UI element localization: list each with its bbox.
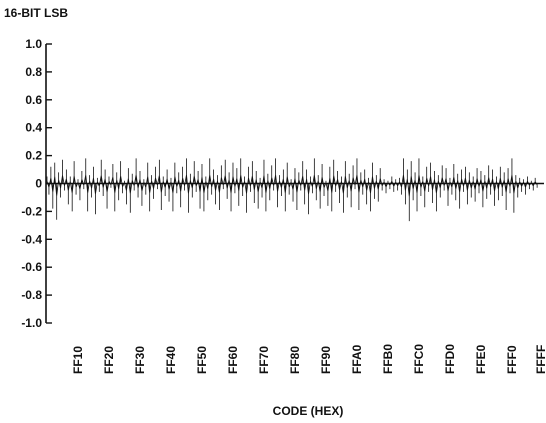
x-tick-label: FFF0 (505, 345, 519, 374)
y-tick-label: 0.2 (25, 149, 42, 163)
y-axis-title: 16-BIT LSB (4, 6, 68, 20)
x-tick-label: FF70 (257, 346, 271, 374)
x-tick-label: FF10 (71, 346, 85, 374)
x-tick-label: FFB0 (381, 344, 395, 374)
y-tick-label: 0.4 (25, 121, 42, 135)
x-tick-label: FFD0 (443, 344, 457, 374)
y-tick-label: 1.0 (25, 37, 42, 51)
x-axis-title: CODE (HEX) (273, 404, 344, 418)
y-tick-label: -0.4 (21, 232, 42, 246)
x-tick-label: FF90 (319, 346, 333, 374)
x-tick-label: FF60 (226, 346, 240, 374)
y-tick-label: -0.2 (21, 204, 42, 218)
y-tick-group: 1.0 0.8 0.6 0.4 0.2 0 -0.2 -0.4 -0.6 -0.8 -1.0 (21, 37, 52, 330)
x-tick-label: FF50 (195, 346, 209, 374)
y-tick-label: -1.0 (21, 316, 42, 330)
x-tick-label: FFA0 (350, 344, 364, 374)
x-tick-label: FFE0 (474, 344, 488, 374)
y-tick-label: -0.8 (21, 288, 42, 302)
x-tick-label: FFFF (534, 345, 546, 374)
y-tick-label: 0 (35, 177, 42, 191)
x-tick-label: FF20 (102, 346, 116, 374)
x-tick-label: FF80 (288, 346, 302, 374)
x-tick-label: FF30 (133, 346, 147, 374)
y-tick-label: -0.6 (21, 260, 42, 274)
x-tick-label: FF40 (164, 346, 178, 374)
y-tick-label: 0.6 (25, 93, 42, 107)
y-tick-label: 0.8 (25, 65, 42, 79)
dnl-trace (46, 158, 538, 222)
x-tick-group: FF10 FF20 FF30 FF40 FF50 FF60 FF70 FF80 FF90 FFA0… (71, 344, 546, 374)
x-tick-label: FFC0 (412, 344, 426, 374)
